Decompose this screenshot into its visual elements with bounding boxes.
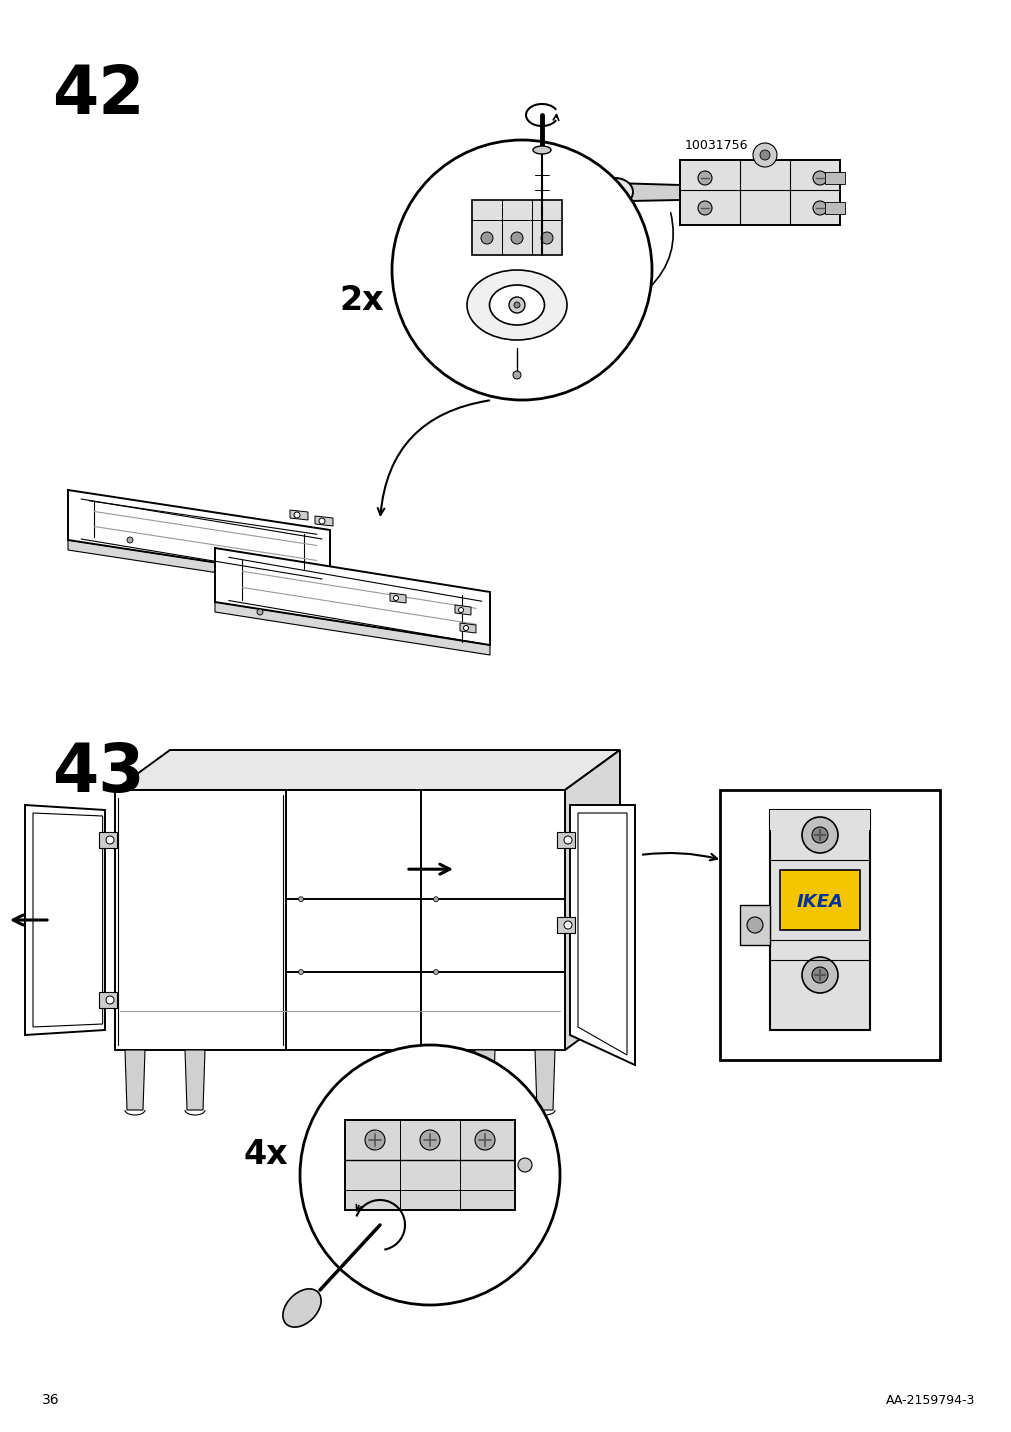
Polygon shape: [115, 790, 564, 1050]
FancyArrowPatch shape: [377, 401, 488, 516]
Circle shape: [458, 607, 463, 613]
Circle shape: [126, 537, 132, 543]
Ellipse shape: [533, 146, 550, 155]
Circle shape: [812, 170, 826, 185]
Polygon shape: [455, 604, 470, 614]
Bar: [99, 992, 117, 1008]
Polygon shape: [290, 510, 307, 520]
Polygon shape: [579, 182, 679, 202]
Ellipse shape: [489, 285, 544, 325]
Polygon shape: [125, 1050, 145, 1110]
Circle shape: [801, 818, 837, 853]
Circle shape: [391, 140, 651, 400]
Polygon shape: [185, 1050, 205, 1110]
Circle shape: [474, 1130, 494, 1150]
Circle shape: [759, 150, 769, 160]
Bar: [345, 1120, 515, 1210]
Text: 4x: 4x: [243, 1138, 288, 1171]
Circle shape: [698, 170, 712, 185]
Bar: [719, 790, 939, 1060]
Circle shape: [298, 896, 303, 902]
Ellipse shape: [596, 178, 632, 206]
Bar: [99, 832, 117, 848]
Circle shape: [607, 183, 623, 200]
Circle shape: [563, 921, 571, 929]
Bar: [679, 160, 839, 225]
Bar: [824, 172, 844, 183]
Bar: [779, 871, 859, 929]
Text: 2x: 2x: [339, 284, 383, 316]
Ellipse shape: [466, 271, 566, 339]
Circle shape: [801, 957, 837, 992]
Text: 36: 36: [42, 1393, 60, 1408]
Circle shape: [511, 232, 523, 243]
Circle shape: [518, 1158, 532, 1171]
Circle shape: [106, 997, 114, 1004]
Circle shape: [298, 969, 303, 975]
FancyArrowPatch shape: [409, 1060, 447, 1073]
Polygon shape: [68, 540, 330, 590]
Circle shape: [420, 1130, 440, 1150]
Polygon shape: [569, 805, 634, 1065]
FancyArrowPatch shape: [648, 213, 672, 288]
Circle shape: [294, 513, 299, 518]
Circle shape: [514, 302, 520, 308]
Polygon shape: [474, 1050, 494, 1110]
Polygon shape: [460, 623, 475, 633]
Bar: [824, 202, 844, 213]
Polygon shape: [564, 750, 620, 1050]
Bar: [556, 832, 574, 848]
Text: 10031756: 10031756: [684, 139, 748, 152]
FancyArrowPatch shape: [642, 853, 717, 861]
Circle shape: [752, 143, 776, 168]
Text: IKEA: IKEA: [796, 894, 842, 911]
Text: 43: 43: [52, 740, 145, 806]
Polygon shape: [535, 1050, 554, 1110]
Circle shape: [698, 200, 712, 215]
Circle shape: [811, 828, 827, 843]
Circle shape: [257, 609, 263, 614]
Circle shape: [393, 596, 398, 600]
Ellipse shape: [283, 1289, 320, 1327]
Circle shape: [812, 200, 826, 215]
Polygon shape: [25, 805, 105, 1035]
Circle shape: [365, 1130, 384, 1150]
Text: AA-2159794-3: AA-2159794-3: [885, 1393, 974, 1406]
Circle shape: [509, 296, 525, 314]
Text: 42: 42: [52, 62, 145, 127]
Polygon shape: [68, 490, 330, 580]
Circle shape: [746, 916, 762, 934]
Circle shape: [433, 969, 438, 975]
Bar: [739, 905, 769, 945]
Bar: [556, 916, 574, 934]
Circle shape: [811, 967, 827, 982]
Bar: [471, 200, 561, 255]
Circle shape: [513, 371, 521, 379]
Polygon shape: [314, 516, 333, 526]
Circle shape: [299, 1045, 559, 1305]
Circle shape: [106, 836, 114, 843]
Circle shape: [541, 232, 552, 243]
Circle shape: [463, 626, 468, 630]
Circle shape: [563, 836, 571, 843]
Polygon shape: [389, 593, 405, 603]
Bar: [769, 811, 869, 1030]
Circle shape: [433, 896, 438, 902]
Circle shape: [318, 518, 325, 524]
Polygon shape: [115, 750, 620, 790]
Polygon shape: [214, 548, 489, 644]
Polygon shape: [214, 601, 489, 654]
Bar: [769, 811, 869, 831]
Circle shape: [480, 232, 492, 243]
